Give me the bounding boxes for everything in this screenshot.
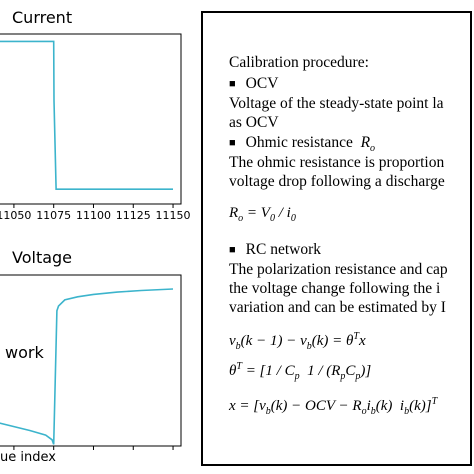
rc-equation-3: x = [vb(k) − OCV − Roib(k) ib(k)]T bbox=[229, 396, 438, 417]
ocv-line-2: as OCV bbox=[229, 114, 279, 131]
rc-line-2: the voltage change following the i bbox=[229, 280, 441, 297]
x-tick-label: 11125 bbox=[116, 209, 151, 222]
ohmic-item: ■ Ohmic resistance Ro bbox=[229, 134, 375, 158]
ocv-title: OCV bbox=[245, 75, 279, 92]
bullet-icon: ■ bbox=[229, 78, 236, 90]
ohmic-line-1: The ohmic resistance is proportion bbox=[229, 154, 445, 171]
bullet-icon: ■ bbox=[229, 137, 236, 149]
x-tick-label: 11050 bbox=[0, 209, 31, 222]
panel-heading: Calibration procedure: bbox=[229, 54, 369, 71]
current-chart: 11050 11075 11100 11125 11150 bbox=[0, 33, 191, 222]
current-chart-title: Current bbox=[12, 8, 73, 27]
series-line bbox=[0, 40, 173, 190]
plot-frame bbox=[0, 33, 182, 205]
calibration-panel: Calibration procedure: ■ OCV Voltage of t… bbox=[201, 11, 472, 466]
rc-title: RC network bbox=[245, 241, 321, 258]
voltage-chart bbox=[0, 274, 182, 450]
ocv-line-1: Voltage of the steady-state point la bbox=[229, 95, 444, 112]
series-line bbox=[0, 288, 174, 445]
rc-line-1: The polarization resistance and cap bbox=[229, 261, 448, 278]
rc-equation-2: θT = [1 / Cp 1 / (RpCp)] bbox=[229, 361, 372, 382]
rc-item: ■ RC network bbox=[229, 241, 321, 259]
voltage-annotation: work bbox=[5, 343, 44, 362]
ocv-item: ■ OCV bbox=[229, 75, 278, 93]
rc-line-3: variation and can be estimated by I bbox=[229, 299, 446, 316]
bullet-icon: ■ bbox=[229, 244, 236, 256]
ohmic-equation: Ro = V0 / i0 bbox=[229, 205, 296, 224]
rc-equation-1: vb(k − 1) − vb(k) = θTx bbox=[229, 331, 366, 352]
plot-frame bbox=[0, 274, 182, 447]
x-tick-label: 11150 bbox=[156, 209, 191, 222]
voltage-chart-title: Voltage bbox=[12, 248, 73, 267]
x-axis-label: ue index bbox=[0, 450, 56, 465]
ohmic-symbol: Ro bbox=[356, 134, 376, 155]
x-tick-label: 11100 bbox=[76, 209, 111, 222]
x-tick-label: 11075 bbox=[36, 209, 71, 222]
ohmic-line-2: voltage drop following a discharge bbox=[229, 173, 445, 190]
ohmic-title: Ohmic resistance bbox=[245, 134, 353, 151]
